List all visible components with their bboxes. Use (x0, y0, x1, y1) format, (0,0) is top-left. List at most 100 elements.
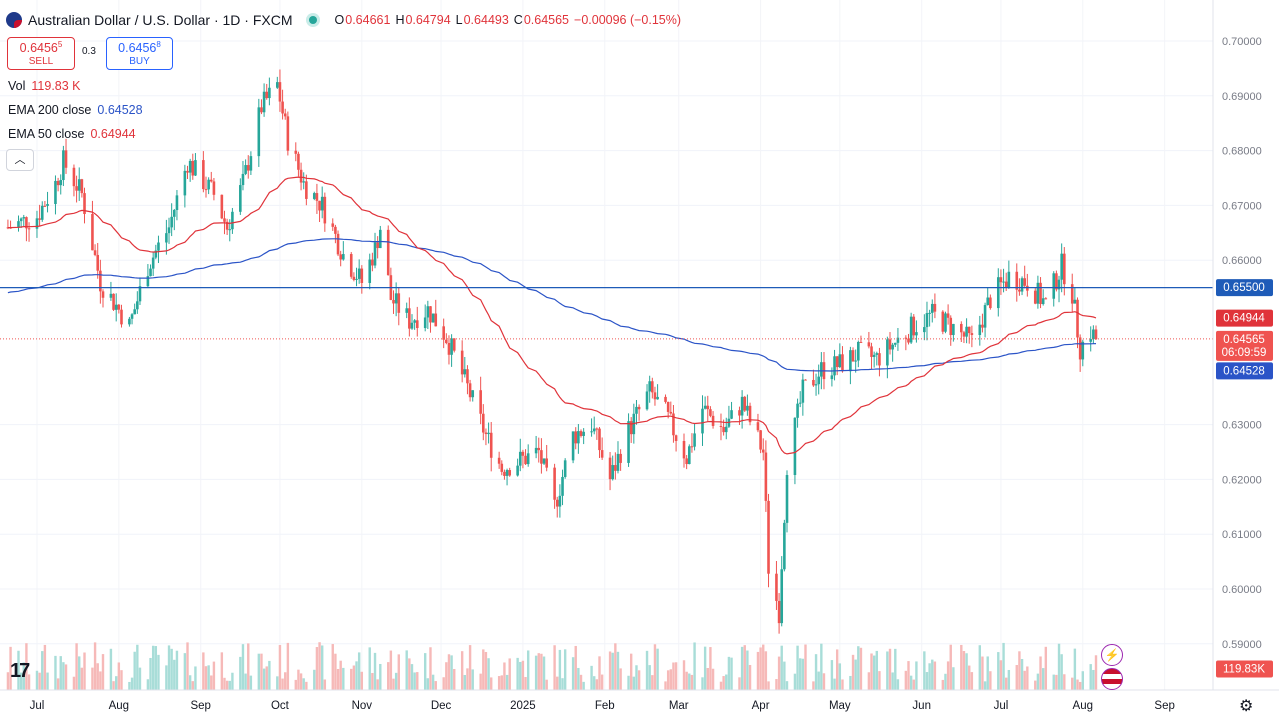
lightning-icon[interactable]: ⚡ (1101, 644, 1123, 666)
candle-body (397, 293, 401, 313)
volume-bar (1015, 665, 1018, 690)
candle-body (796, 403, 799, 418)
candle-body (989, 297, 992, 309)
level-price-tag (1216, 279, 1273, 297)
volume-bar (460, 651, 464, 690)
candle-body (80, 179, 84, 194)
sell-button[interactable]: 0.64565 SELL (7, 37, 75, 70)
volume-bar (685, 671, 688, 690)
volume-bar (276, 676, 279, 690)
candle-body (83, 193, 86, 214)
volume-bar (339, 660, 342, 690)
price-tick-label: 0.60000 (1222, 584, 1262, 596)
settings-gear-icon[interactable]: ⚙ (1239, 698, 1254, 715)
volume-bar (445, 662, 448, 690)
volume-bar (497, 676, 501, 690)
candle-body (1078, 337, 1082, 360)
collapse-chevron-icon[interactable]: ︿ (6, 149, 34, 171)
volume-bar (43, 644, 47, 690)
volume-bar (870, 653, 873, 690)
volume-bar (867, 672, 871, 690)
volume-bar (933, 661, 937, 690)
candle-body (878, 353, 881, 366)
volume-bar (666, 670, 670, 690)
us-flag-icon[interactable] (1101, 668, 1123, 690)
volume-bar (278, 645, 282, 690)
candle-body (859, 341, 863, 343)
volume-bar (944, 673, 947, 690)
volume-bar (27, 674, 31, 690)
volume-bar (812, 681, 815, 690)
candle-body (487, 432, 490, 435)
volume-bar (1052, 674, 1055, 690)
candle-body (775, 573, 778, 601)
candle-body (188, 160, 192, 173)
buy-button[interactable]: 0.64568 BUY (106, 37, 173, 70)
ema-50-line (7, 176, 1097, 455)
volume-bar (632, 676, 636, 690)
candle-body (1004, 281, 1008, 288)
volume-bar (157, 654, 160, 690)
candle-body (804, 379, 807, 381)
candle-body (231, 211, 234, 230)
volume-bar (249, 675, 253, 690)
volume-bar (75, 643, 78, 690)
candle-body (1023, 278, 1026, 286)
candle-body (434, 313, 438, 327)
volume-bar (838, 663, 842, 690)
ema200-legend[interactable]: EMA 200 close 0.64528 (8, 103, 143, 117)
volume-bar (524, 677, 527, 690)
volume-bar (690, 674, 694, 690)
volume-bar (519, 661, 522, 690)
low-value: 0.64493 (463, 13, 509, 27)
candle-body (339, 254, 342, 260)
ema50-legend[interactable]: EMA 50 close 0.64944 (8, 127, 136, 141)
candle-body (949, 317, 953, 336)
candle-body (703, 405, 707, 409)
candle-body (780, 569, 784, 624)
volume-bar (299, 673, 303, 690)
open-value: 0.64661 (345, 13, 391, 27)
candle-body (516, 465, 519, 476)
tradingview-logo-icon[interactable]: 17 (10, 660, 30, 682)
candle-body (851, 350, 855, 362)
volume-bar (648, 665, 651, 690)
volume-bar (1002, 642, 1005, 690)
volume-bar (109, 648, 113, 690)
candle-body (19, 218, 23, 222)
volume-bar (342, 667, 345, 690)
candle-body (109, 293, 113, 298)
candle-body (608, 457, 612, 480)
candle-body (1060, 253, 1063, 280)
volume-bar (727, 656, 731, 690)
volume-bar (323, 679, 327, 690)
volume-bar (186, 642, 189, 690)
volume-bar (101, 654, 105, 690)
volume-bar (709, 647, 712, 690)
volume-bar (801, 658, 805, 690)
volume-bar (96, 663, 99, 690)
volume-bar (371, 673, 374, 690)
candle-body (767, 500, 770, 574)
volume-bar (645, 650, 649, 690)
candle-body (563, 460, 567, 477)
candle-body (907, 338, 910, 343)
candle-body (841, 354, 844, 372)
candle-body (933, 303, 937, 312)
candle-body (743, 396, 747, 411)
volume-bar (785, 681, 789, 690)
volume-bar (1057, 643, 1061, 690)
candle-body (595, 428, 599, 430)
candle-body (173, 210, 176, 217)
candle-body (320, 196, 324, 211)
volume-bar (997, 652, 1000, 690)
candle-body (1018, 289, 1021, 292)
candle-body (611, 465, 615, 480)
volume-bar (479, 673, 482, 690)
symbol-title[interactable]: Australian Dollar / U.S. Dollar · 1D · F… (28, 12, 293, 28)
volume-bar (780, 645, 783, 690)
ema200-price-tag (1216, 362, 1273, 380)
candle-body (22, 217, 26, 219)
volume-legend[interactable]: Vol 119.83 K (8, 79, 81, 93)
